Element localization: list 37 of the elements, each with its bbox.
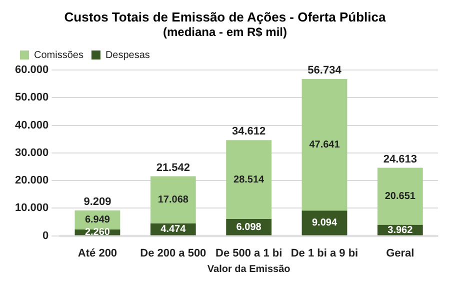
data-label: 9.094 [312, 218, 338, 229]
chart-subtitle: (mediana - em R$ mil) [162, 25, 288, 40]
y-tick-label: 20.000 [14, 174, 49, 187]
x-tick-label: De 1 bi a 9 bi [290, 247, 358, 260]
data-label: 3.962 [388, 224, 414, 236]
total-label: 21.542 [156, 162, 190, 174]
x-tick-label: De 500 a 1 bi [215, 247, 282, 260]
data-label: 17.068 [158, 194, 189, 206]
data-label: 4.474 [160, 224, 186, 236]
data-label: 47.641 [309, 140, 340, 151]
y-tick-label: 10.000 [14, 202, 49, 214]
total-label: 34.612 [232, 126, 266, 138]
y-tick-label: 30.000 [14, 146, 49, 159]
bar [226, 140, 272, 219]
data-label: 2.260 [84, 227, 110, 238]
bar [302, 79, 348, 211]
bar [377, 168, 423, 225]
y-tick-label: 40.000 [14, 119, 49, 132]
y-tick-label: 50.000 [14, 92, 49, 104]
legend-label: Despesas [105, 50, 150, 61]
x-tick-label: Geral [386, 247, 414, 260]
x-tick-label: Até 200 [78, 247, 118, 260]
y-tick-label: 0 [42, 230, 49, 242]
data-label: 6.098 [236, 222, 262, 233]
data-label: 6.949 [84, 214, 110, 226]
total-label: 56.734 [308, 64, 342, 77]
bar [302, 210, 348, 236]
chart-title: Custos Totais de Emissão de Ações - Oferta Pública [64, 9, 387, 24]
data-label: 20.651 [384, 191, 416, 202]
total-label: 9.209 [84, 196, 112, 208]
total-label: 24.613 [383, 153, 417, 166]
bar [150, 176, 196, 224]
data-label: 28.514 [234, 174, 265, 186]
y-tick-label: 60.000 [14, 64, 49, 76]
legend-label: Comissões [34, 50, 84, 61]
x-tick-label: De 200 a 500 [140, 247, 206, 260]
x-axis-title: Valor da Emissão [207, 264, 290, 275]
